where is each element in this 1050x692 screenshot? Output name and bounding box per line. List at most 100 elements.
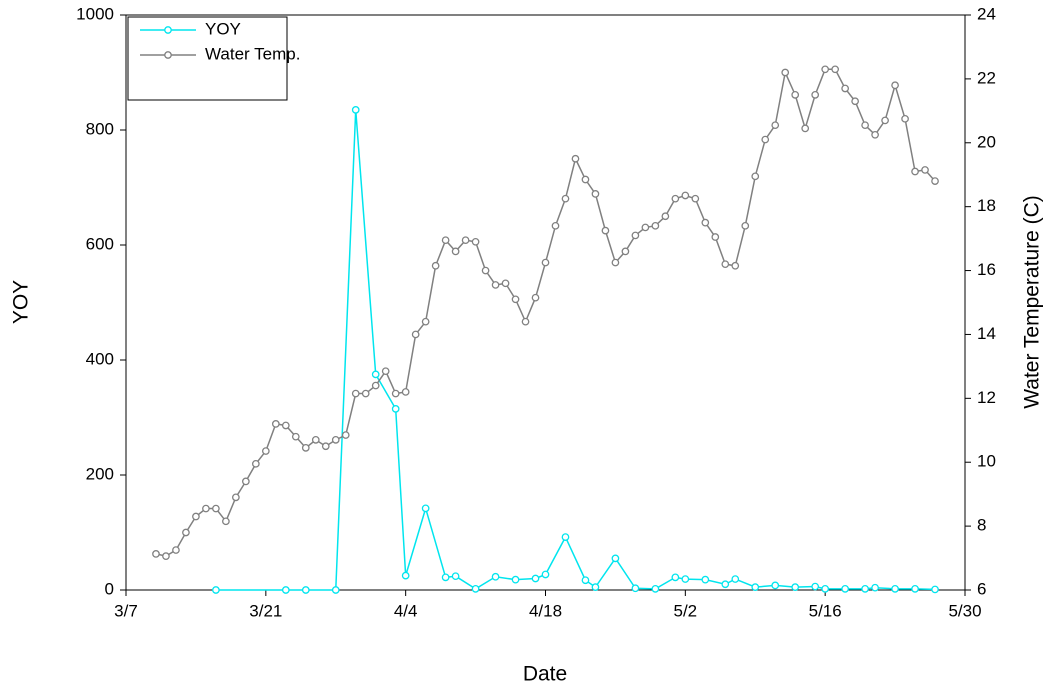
data-point <box>691 194 700 203</box>
data-point <box>371 381 380 390</box>
data-point <box>671 573 680 582</box>
data-point <box>721 260 730 269</box>
data-point <box>751 172 760 181</box>
data-point <box>801 124 810 133</box>
legend-marker <box>164 26 172 34</box>
data-point <box>391 389 400 398</box>
data-point <box>471 584 480 593</box>
data-point <box>271 420 280 428</box>
data-point <box>841 584 849 593</box>
data-point <box>911 584 919 593</box>
data-point <box>162 552 170 560</box>
data-point <box>871 130 879 139</box>
data-point <box>841 84 849 93</box>
data-point <box>481 266 490 275</box>
data-point <box>531 293 540 302</box>
data-point <box>341 431 350 439</box>
data-point <box>491 281 500 289</box>
data-point <box>821 65 830 74</box>
data-point <box>391 405 400 413</box>
data-point <box>242 477 250 486</box>
data-point <box>331 586 340 594</box>
y-tick-label: 200 <box>86 464 114 483</box>
data-point <box>381 367 390 376</box>
y-tick-label: 400 <box>86 349 114 368</box>
x-tick-label: 5/2 <box>674 601 698 620</box>
data-point <box>202 504 210 513</box>
data-point <box>631 231 640 240</box>
data-point <box>401 388 410 396</box>
data-point <box>921 166 929 174</box>
x-tick-label: 5/16 <box>809 601 842 620</box>
data-point <box>212 586 220 594</box>
y-tick-label: 800 <box>86 119 114 138</box>
x-tick-label: 3/7 <box>114 601 138 620</box>
data-point <box>451 247 460 256</box>
data-point <box>431 261 440 270</box>
data-point <box>931 177 939 185</box>
data-point <box>701 575 710 584</box>
data-point <box>351 389 360 398</box>
data-point <box>172 546 180 554</box>
data-point <box>661 212 670 221</box>
x-tick-label: 3/21 <box>249 601 282 620</box>
data-point <box>581 576 590 585</box>
data-point <box>541 258 550 267</box>
y2-tick-label: 8 <box>977 516 986 535</box>
y2-tick-label: 6 <box>977 579 986 598</box>
y-tick-label: 600 <box>86 234 114 253</box>
data-point <box>421 317 430 326</box>
data-point <box>591 583 600 591</box>
data-point <box>821 584 830 593</box>
data-point <box>891 81 899 90</box>
y2-tick-label: 16 <box>977 260 996 279</box>
data-point <box>411 330 420 339</box>
data-point <box>251 459 260 468</box>
y-axis-title: YOY <box>10 280 33 324</box>
data-point <box>541 570 550 579</box>
data-point <box>751 583 760 591</box>
data-point <box>581 175 590 184</box>
data-point <box>291 432 300 441</box>
data-point <box>791 583 800 591</box>
series-line <box>215 109 936 591</box>
data-point <box>561 533 570 541</box>
y-tick-label: 0 <box>105 579 114 598</box>
data-point <box>321 442 330 451</box>
data-point <box>301 443 310 452</box>
data-point <box>521 317 530 326</box>
data-point <box>861 121 869 130</box>
data-point <box>591 190 600 198</box>
data-point <box>641 223 650 232</box>
data-point <box>401 571 410 580</box>
data-point <box>192 512 200 521</box>
data-point <box>891 584 899 593</box>
data-point <box>441 236 450 245</box>
data-point <box>631 584 640 593</box>
data-point <box>311 436 320 444</box>
data-point <box>531 574 540 583</box>
data-point <box>331 436 340 444</box>
data-point <box>611 554 620 563</box>
y2-tick-label: 14 <box>977 324 996 343</box>
data-point <box>361 389 370 398</box>
y2-tick-label: 22 <box>977 68 996 87</box>
legend-box <box>127 16 288 101</box>
legend-marker <box>164 51 172 59</box>
data-point <box>811 582 820 591</box>
data-point <box>351 106 360 114</box>
data-point <box>931 585 939 594</box>
data-point <box>791 91 800 99</box>
y-tick-label: 1000 <box>76 4 114 23</box>
data-point <box>731 261 740 270</box>
legend-label: Water Temp. <box>205 44 300 63</box>
y2-tick-label: 20 <box>977 132 996 151</box>
plot-frame <box>125 14 966 591</box>
x-tick-label: 5/30 <box>948 601 981 620</box>
y2-tick-label: 12 <box>977 388 996 407</box>
data-point <box>721 580 730 589</box>
data-point <box>861 584 869 593</box>
data-point <box>511 575 520 584</box>
